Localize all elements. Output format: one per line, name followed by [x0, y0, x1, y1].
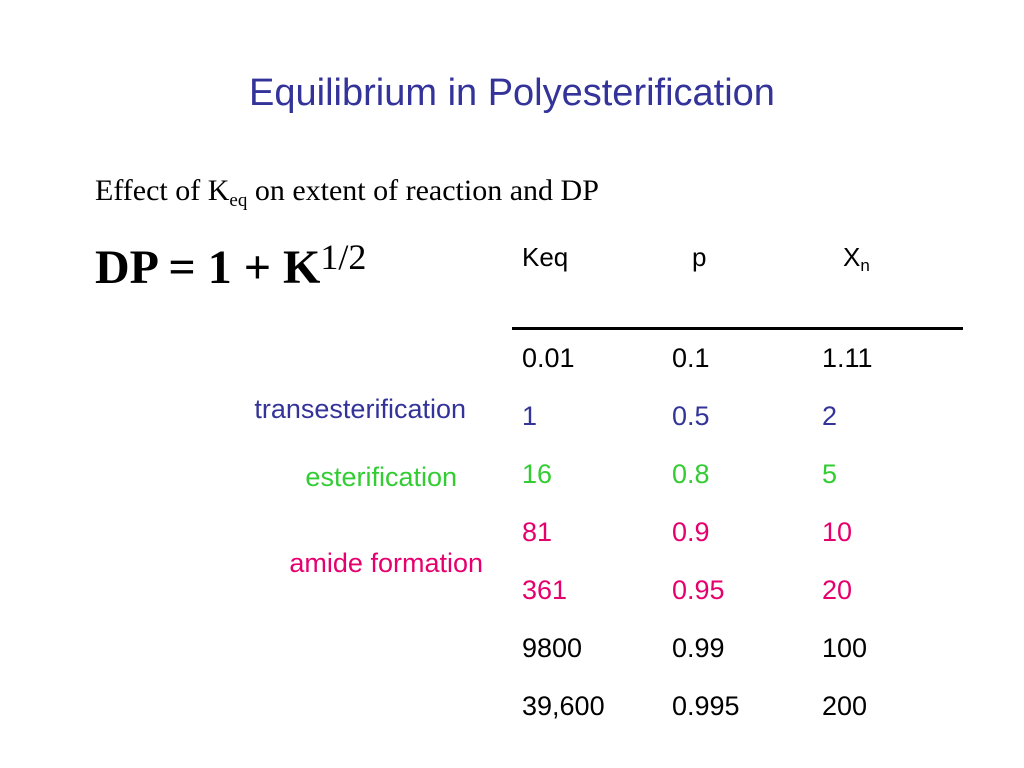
table-cell: 2 — [822, 401, 838, 431]
table-cell: 0.99 — [672, 633, 725, 663]
row-label: transesterification — [254, 394, 466, 424]
table-cell: 361 — [522, 575, 568, 605]
formula-base: DP = 1 + K — [95, 241, 321, 294]
column-header: Keq — [522, 242, 569, 272]
formula: DP = 1 + K1/2 — [95, 236, 366, 295]
table-cell: 39,600 — [522, 691, 605, 721]
column-header: p — [692, 242, 707, 272]
table-cell: 81 — [522, 517, 553, 547]
title: Equilibrium in Polyesterification — [249, 72, 775, 114]
table-cell: 20 — [822, 575, 853, 605]
table-cell: 0.9 — [672, 517, 710, 547]
subscript: eq — [229, 190, 248, 211]
table-cell: 5 — [822, 459, 838, 489]
subtitle: Effect of Keq on extent of reaction and … — [95, 174, 599, 212]
table-rule — [512, 327, 963, 330]
subscript: n — [860, 256, 870, 275]
table-cell: 0.01 — [522, 343, 575, 373]
table-cell: 0.995 — [672, 691, 740, 721]
row-label: amide formation — [289, 548, 483, 578]
table-cell: 1.11 — [822, 343, 873, 373]
header-text: X — [843, 242, 861, 272]
table-cell: 0.8 — [672, 459, 710, 489]
table-cell: 0.5 — [672, 401, 710, 431]
subtitle-text: Effect of K — [95, 174, 230, 207]
table-cell: 200 — [822, 691, 868, 721]
table-cell: 9800 — [522, 633, 583, 663]
table-cell: 16 — [522, 459, 553, 489]
subtitle-text: on extent of reaction and DP — [247, 174, 599, 207]
table-cell: 1 — [522, 401, 538, 431]
column-header: Xn — [843, 242, 870, 276]
table-cell: 0.95 — [672, 575, 725, 605]
table-cell: 0.1 — [672, 343, 710, 373]
table-cell: 10 — [822, 517, 853, 547]
row-label: esterification — [305, 462, 457, 492]
formula-exponent: 1/2 — [320, 237, 367, 277]
table-cell: 100 — [822, 633, 868, 663]
